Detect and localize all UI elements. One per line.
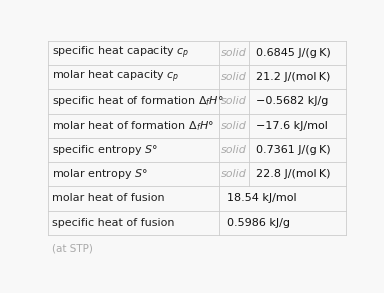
- Text: solid: solid: [221, 145, 247, 155]
- Text: 0.6845 J/(g K): 0.6845 J/(g K): [257, 48, 331, 58]
- Text: molar heat capacity $c_p$: molar heat capacity $c_p$: [53, 69, 180, 85]
- Text: solid: solid: [221, 96, 247, 106]
- Text: specific heat capacity $c_p$: specific heat capacity $c_p$: [53, 45, 190, 61]
- Text: solid: solid: [221, 72, 247, 82]
- Text: 22.8 J/(mol K): 22.8 J/(mol K): [257, 169, 331, 179]
- Text: specific entropy $S°$: specific entropy $S°$: [53, 143, 159, 157]
- Text: molar heat of fusion: molar heat of fusion: [53, 193, 165, 203]
- Text: solid: solid: [221, 121, 247, 131]
- Text: 18.54 kJ/mol: 18.54 kJ/mol: [227, 193, 296, 203]
- Text: specific heat of fusion: specific heat of fusion: [53, 218, 175, 228]
- Text: (at STP): (at STP): [53, 243, 93, 253]
- Text: molar heat of formation $\Delta_f H°$: molar heat of formation $\Delta_f H°$: [53, 119, 214, 133]
- Text: molar entropy $S°$: molar entropy $S°$: [53, 167, 149, 181]
- Text: 0.7361 J/(g K): 0.7361 J/(g K): [257, 145, 331, 155]
- Text: 0.5986 kJ/g: 0.5986 kJ/g: [227, 218, 290, 228]
- Text: 21.2 J/(mol K): 21.2 J/(mol K): [257, 72, 331, 82]
- Text: solid: solid: [221, 48, 247, 58]
- Text: specific heat of formation $\Delta_f H°$: specific heat of formation $\Delta_f H°$: [53, 94, 224, 108]
- Text: −0.5682 kJ/g: −0.5682 kJ/g: [257, 96, 329, 106]
- Text: −17.6 kJ/mol: −17.6 kJ/mol: [257, 121, 328, 131]
- Text: solid: solid: [221, 169, 247, 179]
